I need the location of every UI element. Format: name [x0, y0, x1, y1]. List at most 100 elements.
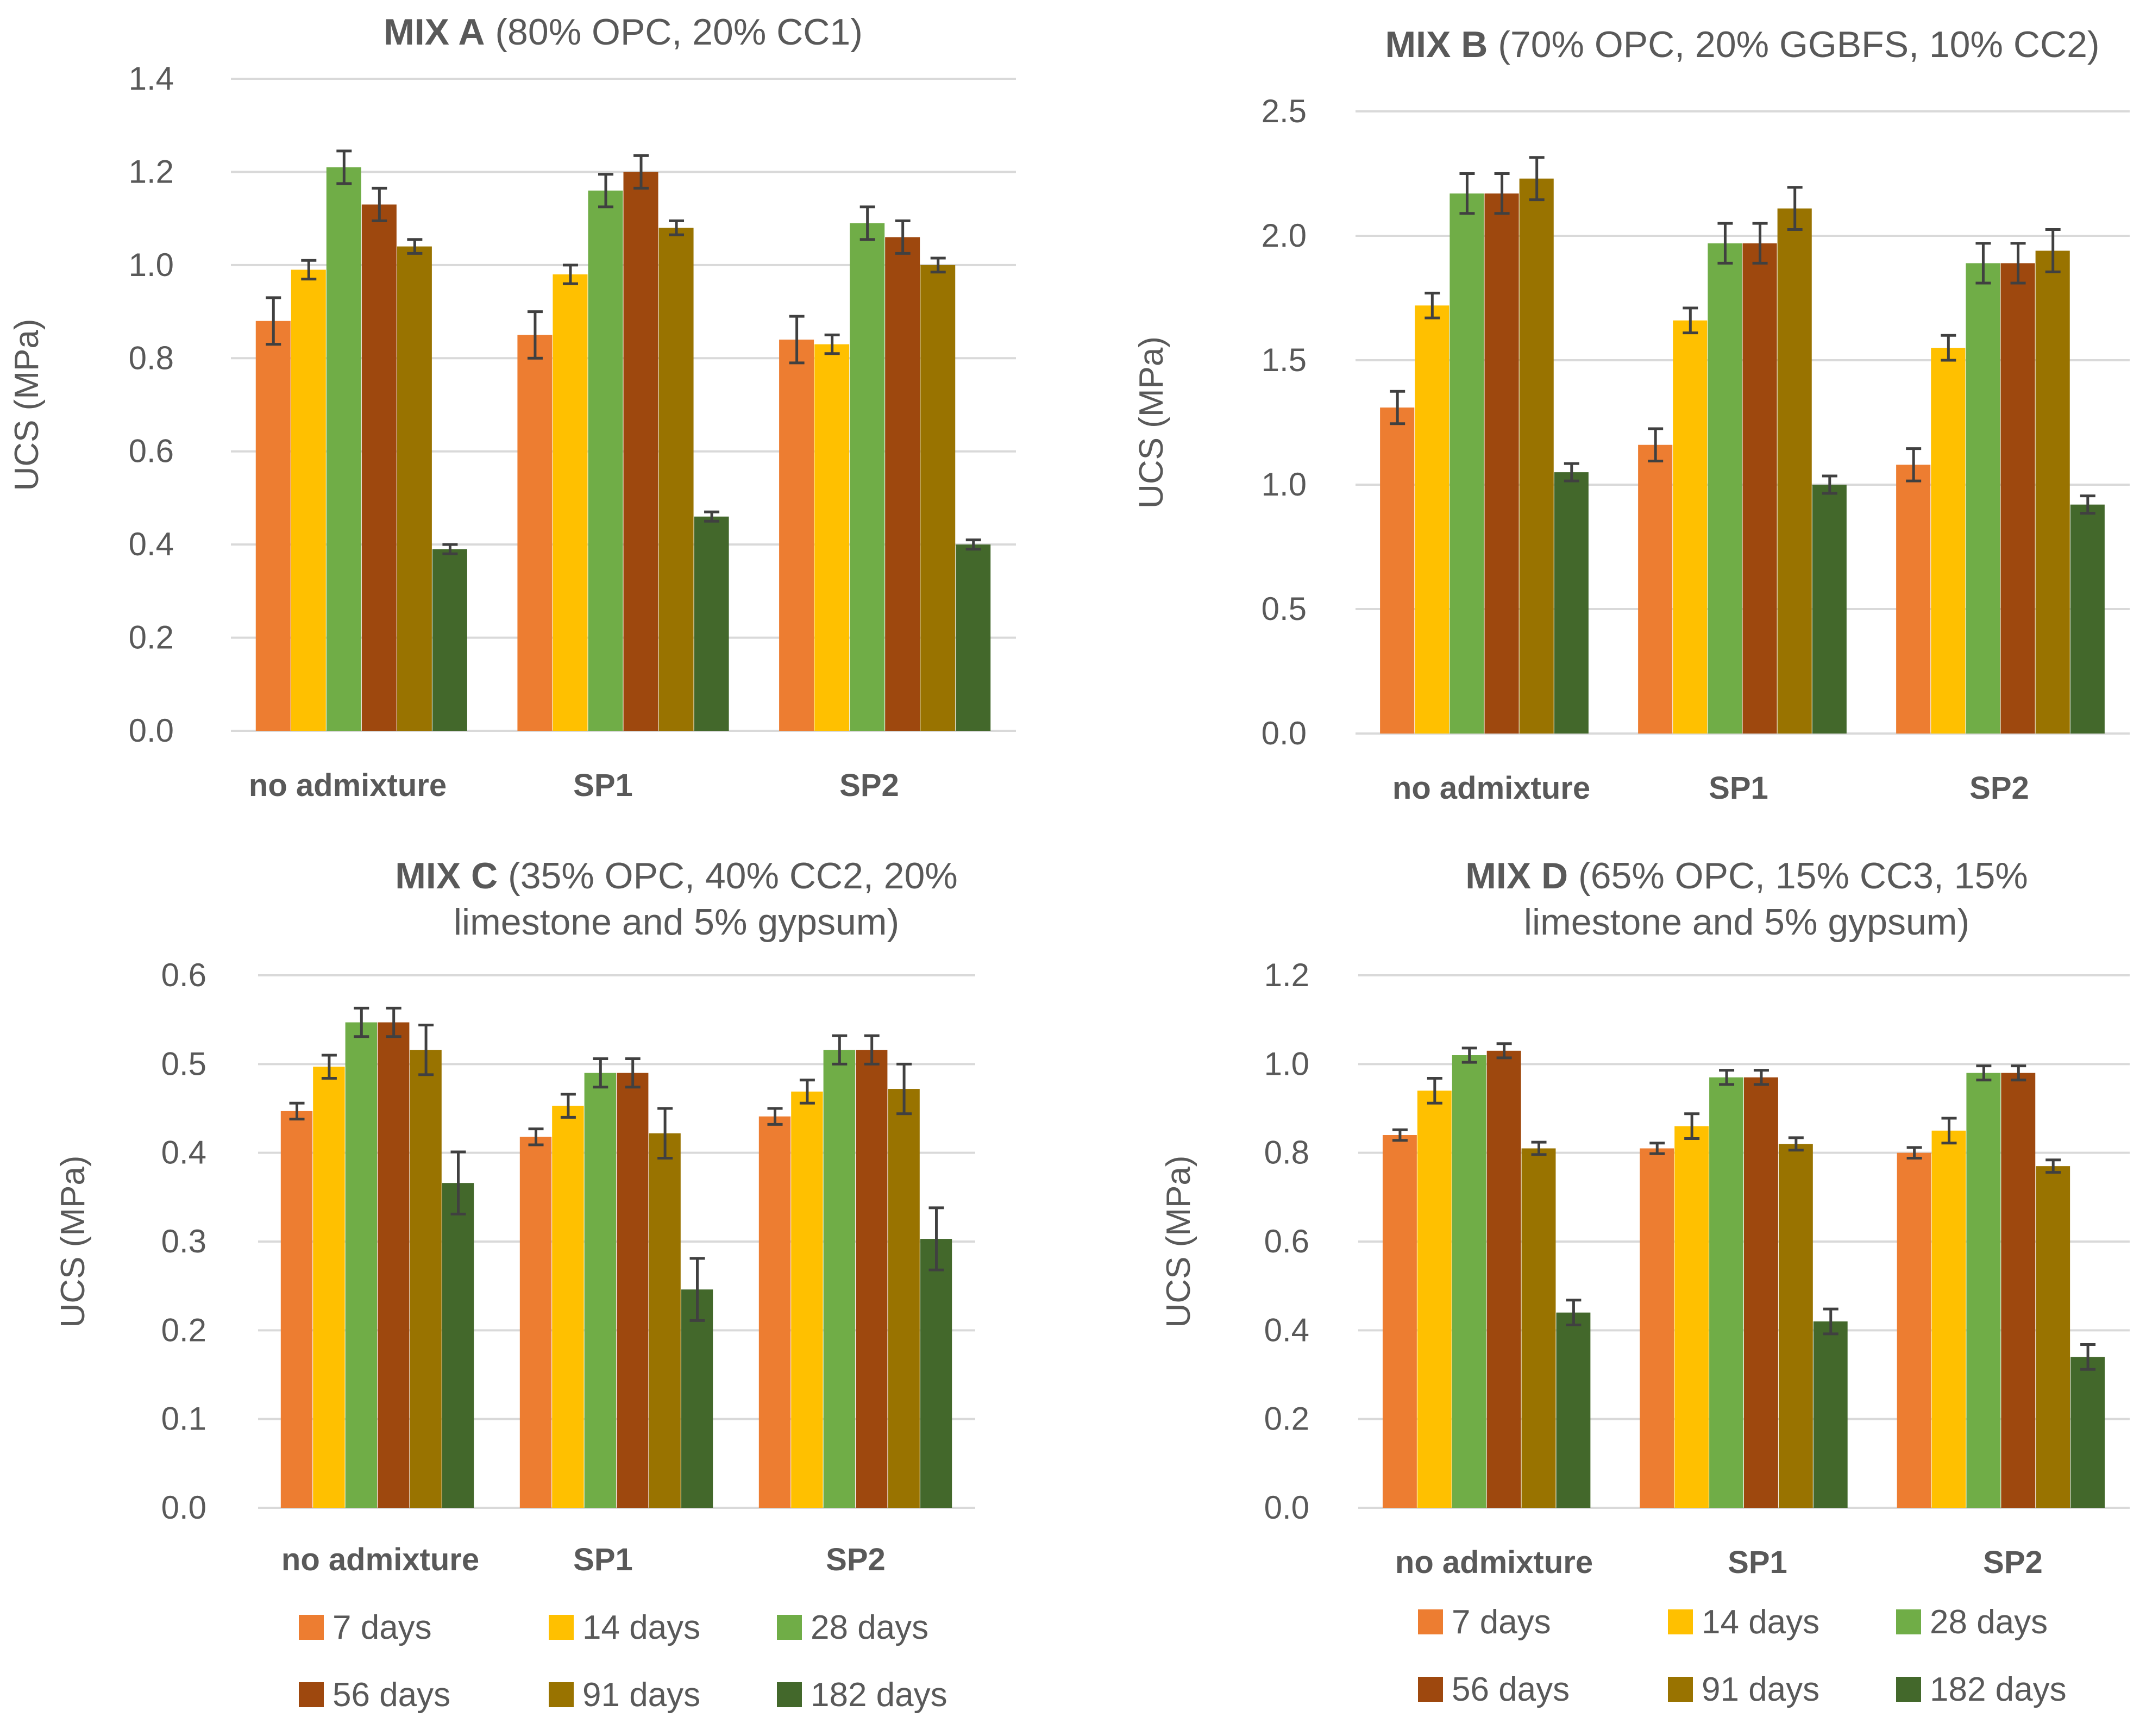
chart-mix-d: 0.0 0.2 0.4 0.6 0.8 1.0 1.2 MIX D (65% OPC, 15%… — [1160, 855, 2130, 1580]
bar-28-days — [345, 1022, 377, 1508]
legend-swatch — [777, 1615, 802, 1640]
bar-7-days — [1382, 1135, 1417, 1508]
y-tick-label: 0.5 — [1262, 591, 1307, 627]
bar-7-days — [758, 1116, 791, 1508]
y-tick-label: 2.0 — [1262, 217, 1307, 254]
category-label: SP2 — [1969, 770, 2029, 806]
category-label: SP1 — [1709, 770, 1768, 806]
bar-91-days — [2035, 250, 2070, 734]
y-tick-label: 1.0 — [1264, 1045, 1309, 1082]
legend-label: 56 days — [1452, 1670, 1570, 1708]
y-tick-label: 0.6 — [129, 433, 174, 469]
y-tick-label: 0.4 — [1264, 1312, 1309, 1348]
y-tick-label: 1.5 — [1262, 342, 1307, 378]
legend-item: 91 days — [549, 1676, 700, 1714]
y-axis-label: UCS (MPa) — [54, 1156, 92, 1328]
bar-7-days — [1380, 408, 1415, 734]
bar-182-days — [694, 516, 729, 731]
bar-56-days — [1742, 243, 1777, 734]
chart-title-line: limestone and 5% gypsum) — [454, 901, 899, 943]
bar-91-days — [2036, 1166, 2070, 1508]
chart-mix-a: 0.0 0.2 0.4 0.6 0.8 1.0 1.2 1.4 MIX A (80% OPC, … — [8, 11, 1016, 803]
legend-label: 91 days — [1702, 1670, 1820, 1708]
chart-title-rest: (70% OPC, 20% GGBFS, 10% CC2) — [1488, 24, 2099, 65]
bar-91-days — [397, 246, 432, 731]
bar-14-days — [313, 1067, 345, 1508]
y-tick-label: 0.0 — [1262, 715, 1307, 751]
bar-182-days — [2070, 1357, 2105, 1508]
bar-7-days — [1640, 1148, 1674, 1508]
bar-182-days — [432, 549, 467, 731]
legend-item: 7 days — [299, 1608, 432, 1646]
bar-91-days — [920, 265, 956, 731]
chart-mix-c: 0.0 0.1 0.2 0.3 0.4 0.5 0.6 MIX C (35% OPC, 40%… — [54, 855, 975, 1577]
bar-91-days — [1778, 1144, 1813, 1508]
bar-7-days — [519, 1137, 552, 1508]
legend-label: 56 days — [332, 1676, 451, 1714]
legend-label: 28 days — [1930, 1603, 2048, 1641]
chart-title-rest: (80% OPC, 20% CC1) — [485, 11, 863, 53]
y-tick-label: 0.1 — [161, 1401, 206, 1437]
category-label: SP1 — [1728, 1545, 1787, 1580]
y-tick-label: 0.4 — [161, 1135, 206, 1171]
y-tick-label: 0.6 — [161, 957, 206, 993]
legend-item: 91 days — [1668, 1670, 1820, 1708]
chart-title-bold: MIX D — [1465, 855, 1568, 897]
legend-item: 14 days — [549, 1608, 701, 1646]
chart-mix-b: 0.0 0.5 1.0 1.5 2.0 2.5 MIX B (70% OPC, 20% GG… — [1133, 24, 2130, 806]
legend-swatch — [777, 1682, 802, 1707]
legend-item: 28 days — [777, 1608, 929, 1646]
legend-swatch — [1668, 1677, 1693, 1702]
bar-28-days — [1708, 243, 1742, 734]
bar-91-days — [1777, 208, 1812, 734]
legend-swatch — [1418, 1609, 1443, 1634]
legend-label: 7 days — [332, 1608, 432, 1646]
y-axis-label: UCS (MPa) — [1160, 1156, 1197, 1328]
bar-14-days — [1415, 305, 1450, 734]
bar-7-days — [280, 1111, 313, 1508]
category-label: SP1 — [573, 768, 633, 803]
bar-14-days — [1931, 1130, 1966, 1508]
bar-56-days — [1744, 1077, 1778, 1508]
category-label: no admixture — [281, 1542, 479, 1577]
legend-item: 7 days — [1418, 1603, 1551, 1641]
bar-56-days — [2001, 1073, 2036, 1508]
chart-title-line: limestone and 5% gypsum) — [1524, 901, 1969, 943]
legend-label: 28 days — [811, 1608, 929, 1646]
y-tick-label: 0.3 — [161, 1223, 206, 1259]
y-tick-label: 0.8 — [1264, 1135, 1309, 1171]
bar-56-days — [1486, 1050, 1521, 1508]
legend-label: 14 days — [1702, 1603, 1820, 1641]
category-label: no admixture — [1392, 770, 1590, 806]
bar-14-days — [1674, 1126, 1709, 1508]
bar-28-days — [823, 1050, 855, 1508]
bar-28-days — [1452, 1055, 1486, 1508]
bar-56-days — [617, 1073, 649, 1508]
y-axis-label: UCS (MPa) — [1133, 336, 1170, 509]
legend-item: 182 days — [1896, 1671, 2067, 1708]
y-tick-label: 0.5 — [161, 1045, 206, 1082]
bar-28-days — [326, 167, 361, 731]
y-tick-label: 1.0 — [129, 247, 174, 283]
y-tick-label: 0.2 — [161, 1312, 206, 1348]
y-tick-label: 1.4 — [129, 60, 174, 97]
bar-91-days — [888, 1089, 920, 1508]
legend-label: 7 days — [1452, 1603, 1551, 1641]
bar-14-days — [791, 1091, 823, 1508]
bar-56-days — [378, 1022, 410, 1508]
bar-28-days — [1966, 263, 2000, 734]
legend-label: 14 days — [582, 1608, 701, 1646]
bar-182-days — [1812, 485, 1847, 734]
legend-swatch — [299, 1682, 324, 1707]
legend-swatch — [1896, 1609, 1921, 1634]
bar-7-days — [1897, 1152, 1931, 1508]
legend-swatch — [299, 1615, 324, 1640]
bar-56-days — [2000, 263, 2035, 734]
y-tick-label: 0.0 — [1264, 1489, 1309, 1526]
bar-182-days — [2070, 504, 2105, 734]
bar-91-days — [658, 228, 694, 731]
bar-28-days — [1966, 1073, 2001, 1508]
y-tick-label: 1.2 — [129, 153, 174, 190]
bar-14-days — [1417, 1091, 1452, 1508]
bar-14-days — [552, 1106, 584, 1508]
